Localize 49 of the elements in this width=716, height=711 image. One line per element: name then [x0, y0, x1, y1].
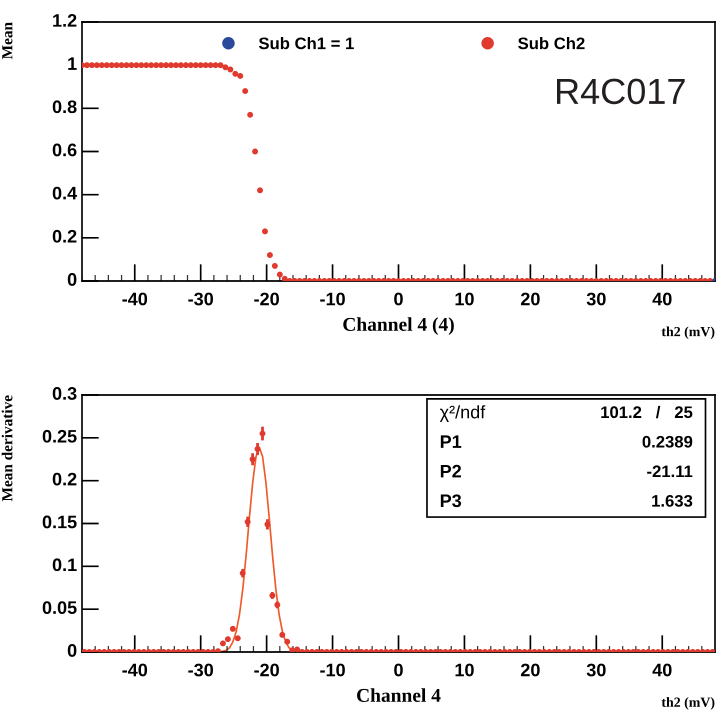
- annotation: -21.11: [647, 465, 692, 478]
- x-tick-label: -40: [122, 292, 148, 306]
- x-tick-label: 40: [652, 292, 672, 306]
- y-tick-label: 0.2: [52, 472, 76, 486]
- x-tick-label: 0: [394, 292, 403, 306]
- x-tick-label: -20: [254, 292, 279, 306]
- x-tick-label: 0: [394, 664, 403, 676]
- x-tick-label: 30: [586, 292, 606, 306]
- text: th2 (mV): [662, 697, 714, 710]
- y-tick-label: 0.4: [52, 186, 78, 200]
- legend-label: Sub Ch1 = 1: [258, 37, 354, 50]
- x-tick-label: -40: [122, 664, 148, 676]
- y-tick-label: 0.8: [52, 100, 77, 114]
- y-tick-label: 1.2: [53, 14, 76, 27]
- legend-label: Sub Ch2: [518, 37, 585, 50]
- y-tick-label: 0.05: [42, 601, 77, 614]
- y-tick-label: 0.6: [52, 144, 76, 156]
- x-tick-label: -10: [320, 664, 345, 676]
- y-tick-label: 0: [68, 273, 76, 286]
- y-tick-label: 0.1: [52, 558, 77, 572]
- x-tick-label: 20: [520, 664, 540, 676]
- y-tick-label: 0.25: [42, 430, 77, 443]
- annotation: 1.633: [652, 494, 692, 507]
- y-tick-label: 0.3: [52, 387, 76, 400]
- y-tick-label: 0.2: [52, 230, 76, 243]
- text: th2 (mV): [662, 326, 714, 340]
- x-tick-label: -30: [188, 664, 213, 676]
- annotation: P1: [440, 435, 462, 448]
- x-tick-label: 10: [456, 664, 474, 676]
- annotation: 0.2389: [642, 436, 692, 448]
- x-tick-label: 20: [520, 292, 540, 306]
- annotation: 101.2 / 25: [601, 406, 692, 418]
- y-tick-label: 0: [68, 644, 76, 657]
- y-tick-label: 1: [68, 57, 77, 70]
- x-tick-label: 30: [586, 664, 606, 676]
- annotation: P3: [440, 494, 462, 508]
- annotation: χ²/ndf: [440, 405, 486, 422]
- x-tick-label: -20: [254, 664, 279, 676]
- annotation: R4C017: [556, 78, 685, 104]
- y-tick-label: 0.15: [42, 516, 77, 528]
- annotation: P2: [440, 464, 462, 478]
- x-tick-label: -30: [188, 292, 213, 306]
- x-tick-label: 10: [456, 292, 474, 306]
- x-axis-title: Channel 4 (4): [343, 317, 454, 335]
- x-axis-title: Channel 4: [357, 688, 441, 702]
- x-tick-label: -10: [320, 292, 345, 306]
- y-axis-title: Mean derivative: [2, 395, 12, 502]
- y-axis-title: Mean: [2, 22, 12, 60]
- x-tick-label: 40: [652, 664, 672, 676]
